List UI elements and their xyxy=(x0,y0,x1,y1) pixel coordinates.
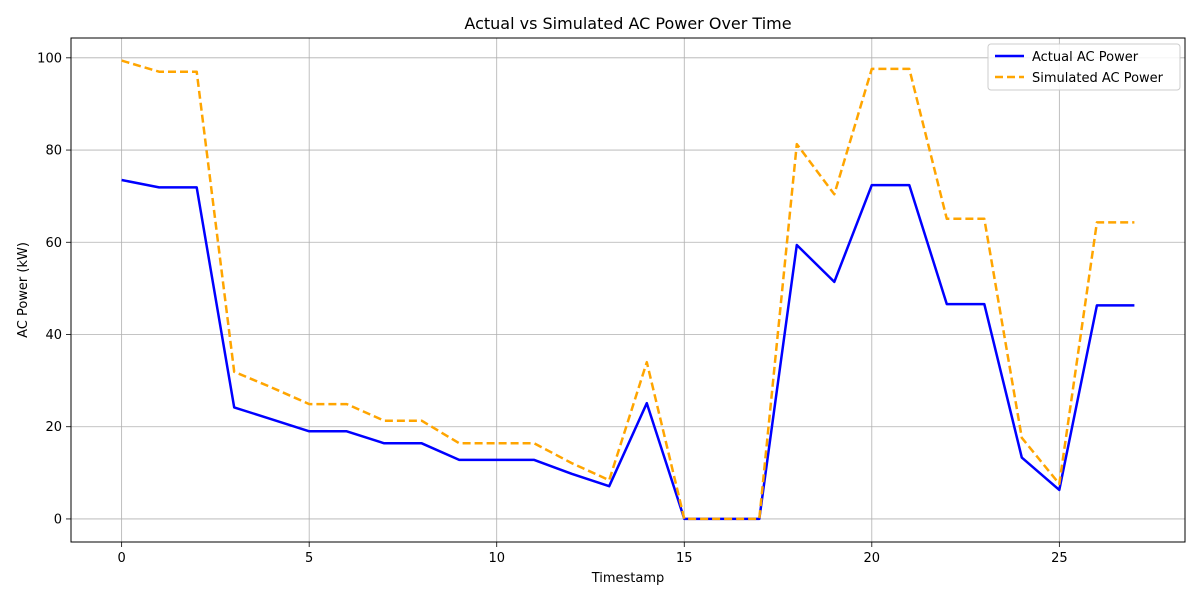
x-tick-label: 15 xyxy=(676,551,693,566)
series-line-actual xyxy=(121,178,1135,521)
legend-label-actual: Actual AC Power xyxy=(1032,50,1139,65)
plot-frame xyxy=(70,37,1186,543)
y-axis-label: AC Power (kW) xyxy=(16,242,31,338)
grid-lines xyxy=(71,38,1185,542)
legend: Actual AC Power Simulated AC Power xyxy=(987,43,1181,91)
y-tick-label: 100 xyxy=(37,51,62,66)
y-tick-label: 80 xyxy=(45,144,62,159)
chart-title: Actual vs Simulated AC Power Over Time xyxy=(464,14,791,33)
y-tick-label: 20 xyxy=(45,420,62,435)
x-tick-label: 0 xyxy=(117,551,125,566)
legend-label-simulated: Simulated AC Power xyxy=(1032,71,1164,86)
y-tick-label: 60 xyxy=(45,236,62,251)
y-tick-label: 0 xyxy=(54,512,62,527)
x-axis-ticks: 0 5 10 15 20 25 xyxy=(117,542,1068,566)
x-tick-label: 20 xyxy=(864,551,881,566)
x-tick-label: 25 xyxy=(1051,551,1068,566)
y-axis-ticks: 0 20 40 60 80 100 xyxy=(37,51,71,527)
series-layer xyxy=(121,59,1135,521)
x-tick-label: 5 xyxy=(305,551,313,566)
legend-box xyxy=(987,43,1181,91)
x-axis-label: Timestamp xyxy=(591,571,665,586)
x-tick-label: 10 xyxy=(488,551,505,566)
series-line-simulated xyxy=(121,59,1135,521)
y-tick-label: 40 xyxy=(45,328,62,343)
